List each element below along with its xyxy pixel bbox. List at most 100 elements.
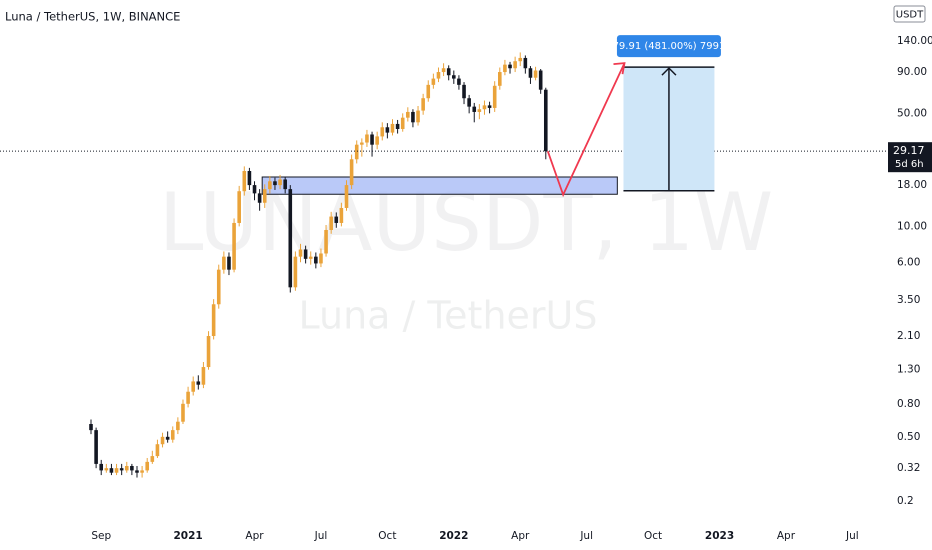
candle-body	[467, 98, 471, 107]
candle-body	[411, 111, 415, 123]
y-tick-label: 6.00	[897, 256, 920, 268]
x-tick-label: Jul	[314, 530, 328, 542]
y-tick-label: 0.2	[897, 495, 914, 507]
candle-body	[528, 68, 533, 78]
candle-body	[119, 468, 124, 471]
candle-body	[104, 468, 109, 471]
candle-body	[124, 466, 129, 471]
candle-body	[482, 105, 487, 110]
candle-body	[227, 256, 231, 270]
countdown-label: 5d 6h	[895, 159, 924, 170]
candle-body	[196, 381, 201, 385]
candle-body	[370, 134, 374, 145]
candle-body	[457, 78, 461, 85]
candle-body	[324, 229, 328, 254]
candle-body	[400, 117, 405, 130]
x-tick-label: Apr	[777, 530, 796, 542]
candle-body	[278, 179, 282, 186]
watermark-subtitle: Luna / TetherUS	[299, 294, 598, 338]
currency-label: USDT	[896, 10, 924, 21]
candle-body	[354, 144, 359, 160]
candle-body	[145, 461, 150, 471]
chart-title: Luna / TetherUS, 1W, BINANCE	[5, 10, 180, 24]
candle-body	[165, 436, 170, 440]
candle-body	[252, 185, 257, 194]
candle-body	[498, 72, 502, 86]
candle-body	[191, 381, 195, 392]
candle-body	[237, 191, 241, 223]
candle-body	[262, 189, 267, 203]
x-tick-label: Oct	[378, 530, 396, 542]
candle-body	[319, 253, 323, 264]
y-tick-label: 3.50	[897, 294, 920, 306]
candle-body	[150, 456, 155, 462]
candle-body	[487, 105, 492, 108]
candle-body	[477, 109, 482, 112]
candle-body	[334, 216, 339, 223]
price-box	[888, 142, 932, 173]
candle-body	[176, 421, 180, 431]
candle-body	[181, 403, 185, 422]
candle-body	[247, 171, 252, 186]
candle-body	[462, 84, 466, 99]
candle-body	[503, 64, 507, 73]
candle-body	[135, 470, 139, 473]
candle-body	[436, 72, 441, 79]
candle-body	[375, 136, 379, 145]
candle-body	[130, 466, 134, 471]
candle-body	[308, 256, 313, 259]
x-tick-label: 2023	[705, 530, 734, 542]
candle-body	[257, 193, 262, 203]
candle-body	[385, 127, 390, 133]
candle-body	[273, 181, 277, 186]
candle-body	[89, 424, 93, 431]
y-tick-label: 50.00	[897, 107, 927, 119]
y-tick-label: 0.50	[897, 431, 920, 443]
candle-body	[365, 134, 369, 143]
x-tick-label: Sep	[91, 530, 111, 542]
candle-body	[533, 70, 538, 78]
candle-body	[431, 78, 436, 85]
candle-body	[395, 123, 400, 130]
x-tick-label: 2021	[173, 530, 202, 542]
candle-body	[160, 436, 165, 445]
projection-path-head	[613, 62, 626, 75]
candle-body	[155, 444, 160, 457]
candle-body	[186, 391, 190, 404]
candle-body	[508, 64, 512, 69]
candle-body	[538, 70, 543, 90]
y-tick-label: 2.10	[897, 330, 920, 342]
x-tick-label: Jul	[579, 530, 593, 542]
candle-body	[339, 207, 344, 223]
projection-path	[546, 62, 626, 198]
candle-body	[492, 85, 497, 108]
candle-body	[426, 84, 431, 99]
y-tick-label: 0.80	[897, 398, 920, 410]
candle-body	[446, 68, 451, 76]
x-tick-label: Apr	[511, 530, 530, 542]
candle-body	[314, 256, 318, 264]
candle-body	[344, 185, 349, 208]
y-tick-label: 0.32	[897, 462, 920, 474]
candle-body	[268, 181, 272, 190]
candle-body	[452, 75, 456, 79]
candle-body	[232, 222, 236, 270]
projection-arrow-head	[661, 67, 677, 76]
candle-body	[360, 142, 364, 145]
candle-body	[293, 256, 298, 288]
candle-body	[288, 189, 293, 288]
candle-body	[416, 110, 420, 123]
candle-body	[380, 127, 385, 137]
candle-body	[109, 468, 114, 473]
y-tick-label: 1.30	[897, 364, 920, 376]
candle-body	[170, 430, 175, 440]
candle-body	[329, 216, 333, 230]
candle-body	[349, 159, 354, 186]
candle-body	[518, 57, 523, 62]
y-tick-label: 10.00	[897, 220, 927, 232]
x-tick-label: Apr	[245, 530, 264, 542]
candle-body	[472, 106, 477, 112]
candle-body	[216, 269, 221, 305]
candle-body	[441, 68, 446, 73]
